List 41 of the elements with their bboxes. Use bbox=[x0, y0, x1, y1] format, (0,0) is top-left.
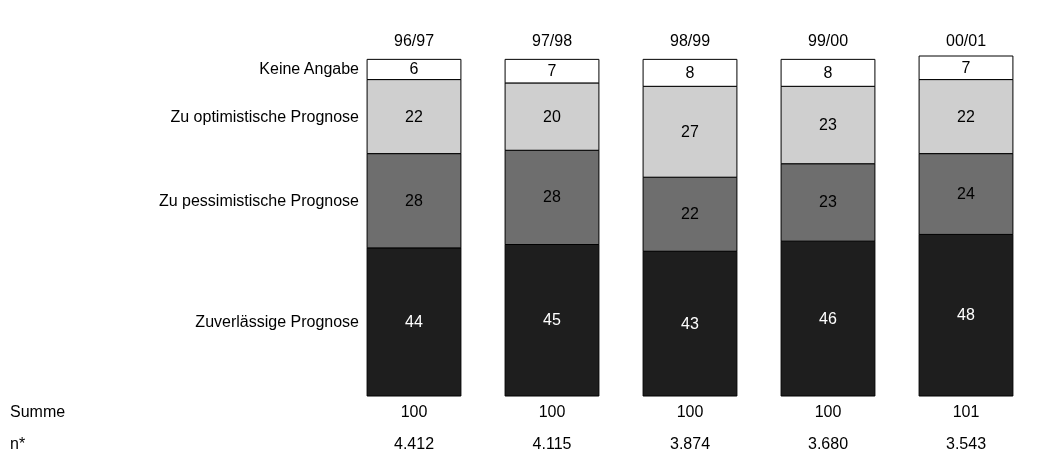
text: n* bbox=[10, 435, 26, 452]
data-label: 45 bbox=[543, 311, 561, 329]
text: 4.115 bbox=[532, 435, 572, 452]
text: 3.874 bbox=[669, 435, 711, 452]
data-label: 7 bbox=[961, 58, 971, 76]
total-label: 100 bbox=[814, 403, 842, 420]
data-label: 20 bbox=[543, 107, 561, 125]
x-tick-label: 98/99 bbox=[669, 31, 711, 49]
data-label: 46 bbox=[819, 309, 837, 327]
total-label: 101 bbox=[952, 403, 980, 420]
x-tick-label: 97/98 bbox=[531, 31, 573, 49]
data-label: 23 bbox=[819, 116, 837, 134]
series-label: Keine Angabe bbox=[259, 60, 360, 78]
series-label: Zu optimistische Prognose bbox=[170, 107, 360, 125]
data-label: 28 bbox=[543, 188, 561, 206]
data-label: 27 bbox=[681, 122, 699, 140]
total-label: 100 bbox=[400, 403, 428, 420]
series-label: Zu pessimistische Prognose bbox=[158, 191, 360, 209]
data-label: 24 bbox=[957, 185, 975, 203]
data-label: 7 bbox=[547, 62, 557, 80]
data-label: 22 bbox=[957, 107, 975, 125]
data-label: 8 bbox=[823, 63, 833, 81]
text: Summe bbox=[10, 403, 66, 420]
series-label: Zuverlässige Prognose bbox=[195, 312, 360, 330]
x-tick-label: 99/00 bbox=[807, 31, 849, 49]
data-label: 43 bbox=[681, 314, 699, 332]
data-label: 44 bbox=[405, 312, 423, 330]
data-label: 6 bbox=[409, 60, 419, 78]
data-label: 8 bbox=[685, 63, 695, 81]
total-label: 100 bbox=[676, 403, 704, 420]
data-label: 48 bbox=[957, 306, 975, 324]
text: 4.412 bbox=[393, 435, 435, 452]
data-label: 28 bbox=[405, 191, 423, 209]
text: 3.543 bbox=[945, 435, 987, 452]
data-label: 22 bbox=[681, 205, 699, 223]
x-tick-label: 00/01 bbox=[945, 31, 987, 49]
text: 3.680 bbox=[807, 435, 849, 452]
data-label: 22 bbox=[405, 107, 423, 125]
x-tick-label: 96/97 bbox=[393, 31, 435, 49]
total-label: 100 bbox=[538, 403, 566, 420]
data-label: 23 bbox=[819, 193, 837, 211]
